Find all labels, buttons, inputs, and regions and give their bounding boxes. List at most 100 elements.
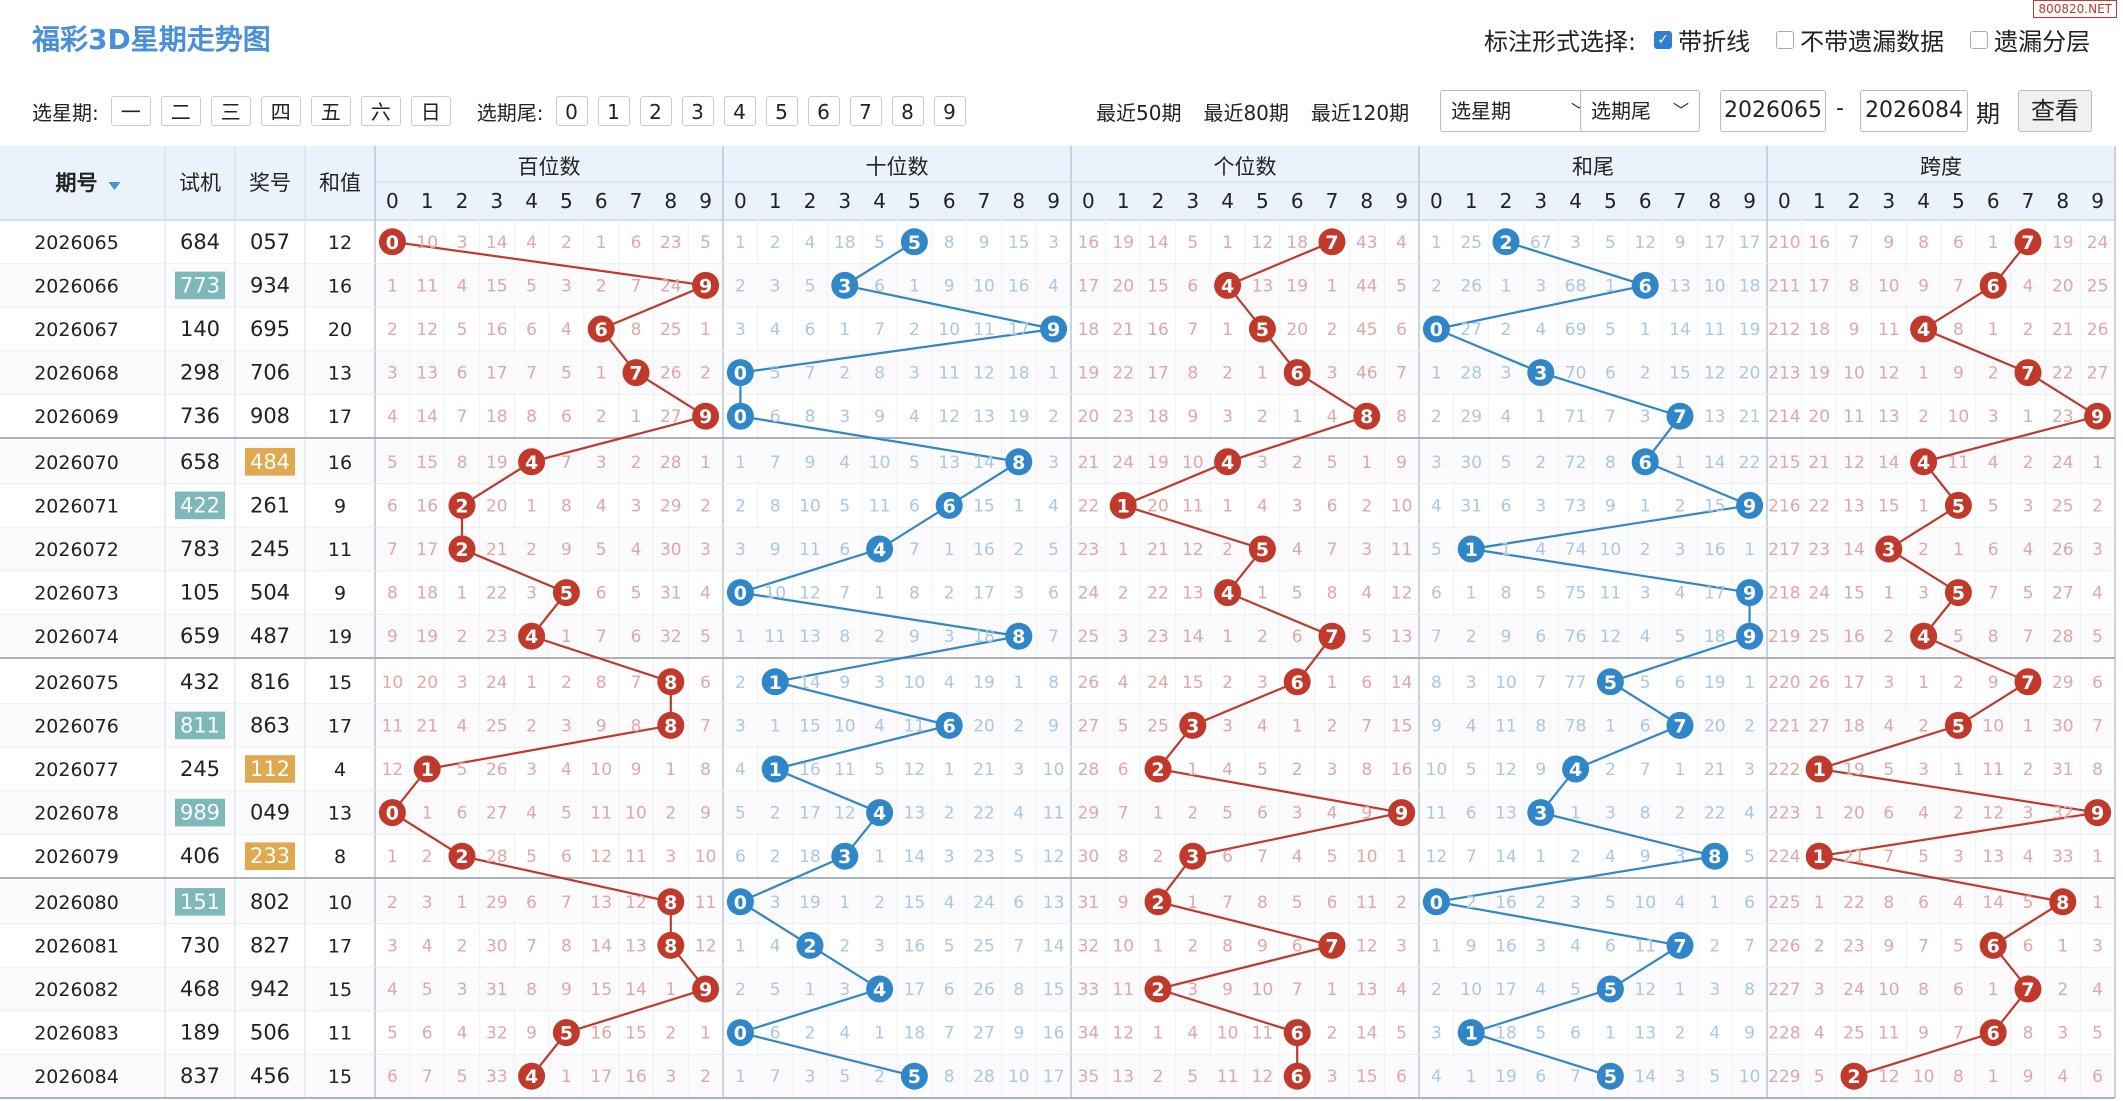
omission-cell: 1 — [1327, 980, 1338, 1000]
mode-polyline-label[interactable]: 带折线 — [1678, 28, 1751, 56]
hit-ball: 0 — [726, 402, 754, 430]
omission-cell: 2 — [874, 627, 885, 647]
tail-button-2[interactable]: 2 — [639, 96, 672, 126]
omission-cell: 25 — [2087, 276, 2109, 296]
omission-cell: 26 — [2052, 540, 2074, 560]
hit-ball-label: 0 — [734, 892, 747, 914]
omission-cell: 10 — [904, 673, 926, 693]
omission-cell: 5 — [1953, 936, 1964, 956]
weekday-button-0[interactable]: 一 — [110, 96, 151, 126]
sort-desc-icon[interactable] — [108, 182, 121, 190]
sum-cell: 9 — [334, 583, 346, 605]
hit-ball-label: 1 — [769, 672, 782, 694]
omission-cell: 6 — [457, 364, 468, 384]
omission-cell: 5 — [1187, 1067, 1198, 1087]
tail-button-1[interactable]: 1 — [597, 96, 630, 126]
tail-button-8[interactable]: 8 — [891, 96, 924, 126]
mode-layer-checkbox[interactable] — [1970, 30, 1989, 49]
omission-cell: 5 — [561, 804, 572, 824]
omission-cell: 8 — [1187, 364, 1198, 384]
omission-cell: 2 — [1153, 1067, 1164, 1087]
omission-cell: 10 — [1252, 980, 1274, 1000]
weekday-button-5[interactable]: 六 — [360, 96, 401, 126]
hit-ball-label: 1 — [1465, 1023, 1478, 1045]
omission-cell: 5 — [1327, 453, 1338, 473]
hit-ball: 8 — [657, 668, 685, 696]
weekday-button-4[interactable]: 五 — [310, 96, 351, 126]
omission-cell: 5 — [1570, 980, 1581, 1000]
digit-header-3-2: 2 — [1500, 189, 1513, 213]
hit-ball: 5 — [552, 579, 580, 607]
weekday-button-1[interactable]: 二 — [160, 96, 201, 126]
omission-cell: 228 — [1768, 1024, 1800, 1044]
omission-cell: 1 — [1675, 760, 1686, 780]
omission-cell: 8 — [1953, 1067, 1964, 1087]
omission-cell: 10 — [1913, 1067, 1935, 1087]
site-watermark: 800820.NET — [2033, 0, 2117, 18]
omission-cell: 7 — [770, 453, 781, 473]
hit-ball-label: 5 — [560, 583, 573, 605]
omission-cell: 29 — [1078, 804, 1100, 824]
prize-cell: 112 — [250, 757, 290, 781]
mode-no-omission-checkbox[interactable] — [1776, 30, 1795, 49]
mode-polyline-checkbox[interactable]: ✓ — [1654, 30, 1673, 49]
hit-ball: 3 — [1179, 842, 1207, 870]
tail-select[interactable]: 选期尾 ﹀ — [1580, 90, 1700, 132]
tail-button-0[interactable]: 0 — [555, 96, 588, 126]
omission-cell: 2 — [874, 893, 885, 913]
omission-cell: 1 — [1292, 716, 1303, 736]
tail-button-5[interactable]: 5 — [765, 96, 798, 126]
mode-layer-label[interactable]: 遗漏分层 — [1994, 28, 2091, 56]
omission-cell: 8 — [944, 233, 955, 253]
omission-cell: 15 — [625, 1024, 647, 1044]
omission-cell: 23 — [973, 847, 995, 867]
digit-header-1-6: 6 — [943, 189, 956, 213]
omission-cell: 29 — [660, 496, 682, 516]
hit-ball-label: 5 — [1952, 715, 1965, 737]
tail-button-7[interactable]: 7 — [849, 96, 882, 126]
omission-cell: 44 — [1356, 276, 1378, 296]
range-120-link[interactable]: 最近120期 — [1310, 100, 1410, 125]
tail-button-4[interactable]: 4 — [723, 96, 756, 126]
omission-cell: 15 — [1704, 496, 1726, 516]
weekday-button-6[interactable]: 日 — [410, 96, 451, 126]
omission-cell: 1 — [1222, 320, 1233, 340]
omission-cell: 25 — [1078, 627, 1100, 647]
omission-cell: 14 — [1147, 233, 1169, 253]
omission-cell: 11 — [1600, 584, 1622, 604]
hit-ball: 8 — [657, 931, 685, 959]
weekday-select[interactable]: 选星期 ﹀ — [1440, 90, 1598, 132]
col-issue-header[interactable]: 期号 — [56, 171, 98, 195]
omission-cell: 4 — [1361, 584, 1372, 604]
omission-cell: 2 — [1327, 716, 1338, 736]
digit-header-0-3: 3 — [490, 189, 503, 213]
omission-cell: 14 — [1495, 847, 1517, 867]
omission-cell: 22 — [2052, 364, 2074, 384]
issue-cell: 2026066 — [34, 275, 119, 297]
omission-cell: 22 — [1739, 453, 1761, 473]
mode-no-omission-label[interactable]: 不带遗漏数据 — [1800, 28, 1945, 56]
omission-cell: 21 — [1843, 847, 1865, 867]
omission-cell: 3 — [1118, 627, 1129, 647]
omission-cell: 1 — [1953, 540, 1964, 560]
omission-cell: 3 — [457, 980, 468, 1000]
digit-header-4-1: 1 — [1813, 189, 1826, 213]
omission-cell: 10 — [695, 847, 717, 867]
weekday-button-2[interactable]: 三 — [210, 96, 251, 126]
omission-cell: 16 — [904, 936, 926, 956]
query-button[interactable]: 查看 — [2018, 90, 2092, 132]
tail-button-3[interactable]: 3 — [681, 96, 714, 126]
range-80-link[interactable]: 最近80期 — [1203, 100, 1289, 125]
prize-cell: 057 — [250, 230, 290, 254]
tail-button-6[interactable]: 6 — [807, 96, 840, 126]
weekday-button-3[interactable]: 四 — [260, 96, 301, 126]
omission-cell: 3 — [1327, 760, 1338, 780]
end-issue-input[interactable]: 2026084 — [1860, 90, 1968, 132]
range-50-link[interactable]: 最近50期 — [1096, 100, 1182, 125]
omission-cell: 1 — [387, 276, 398, 296]
start-issue-input[interactable]: 2026065 — [1720, 90, 1826, 132]
omission-cell: 11 — [625, 847, 647, 867]
omission-cell: 1 — [1466, 584, 1477, 604]
tail-button-9[interactable]: 9 — [933, 96, 966, 126]
mode-selector: 标注形式选择: ✓ 带折线 不带遗漏数据 遗漏分层 — [1484, 22, 2090, 57]
